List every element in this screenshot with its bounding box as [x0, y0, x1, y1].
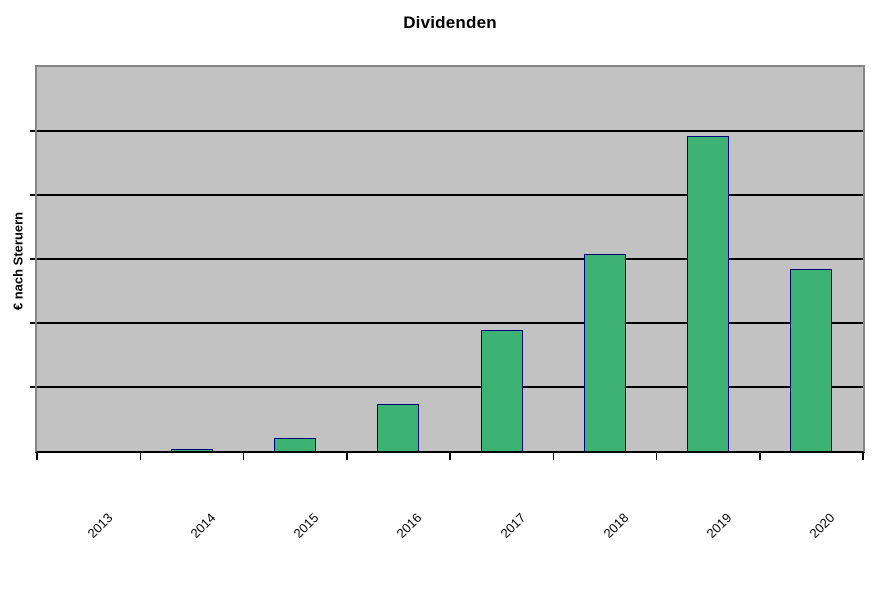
x-tick-label-2015: 2015 — [290, 510, 322, 542]
y-axis-label: € nach Steruern — [10, 211, 26, 311]
y-axis-tick — [30, 258, 35, 260]
x-axis-tick — [242, 453, 245, 460]
x-axis-tick — [862, 453, 864, 460]
x-tick-label-2016: 2016 — [393, 510, 425, 542]
x-axis-tick — [139, 453, 141, 460]
gridline — [37, 130, 863, 132]
chart-title: Dividenden — [403, 13, 497, 32]
x-tick-label-2013: 2013 — [84, 510, 116, 542]
bar-2018 — [583, 253, 626, 451]
x-axis-tick — [759, 453, 761, 460]
gridline — [37, 194, 863, 196]
x-tick-label-2014: 2014 — [187, 510, 219, 542]
y-axis-tick — [30, 194, 35, 196]
bar-2014 — [170, 449, 213, 451]
x-axis-tick — [552, 453, 554, 460]
x-axis-tick — [449, 453, 451, 460]
x-axis-tick — [346, 453, 348, 460]
x-tick-label-2020: 2020 — [806, 510, 838, 542]
x-tick-label-2018: 2018 — [600, 510, 632, 542]
y-axis-tick — [30, 322, 35, 324]
bar-2020 — [790, 269, 833, 451]
gridline — [37, 322, 863, 324]
bar-2016 — [377, 404, 420, 451]
bar-2019 — [687, 136, 730, 451]
gridline — [37, 258, 863, 260]
y-axis-tick — [30, 386, 35, 388]
bar-2015 — [274, 438, 317, 451]
x-tick-label-2019: 2019 — [703, 510, 735, 542]
bar-2017 — [480, 330, 523, 451]
x-axis-tick — [655, 453, 658, 460]
x-axis-tick — [36, 453, 38, 460]
y-axis-tick — [30, 130, 35, 132]
gridline — [37, 386, 863, 388]
x-tick-label-2017: 2017 — [497, 510, 529, 542]
plot-area — [35, 65, 865, 453]
